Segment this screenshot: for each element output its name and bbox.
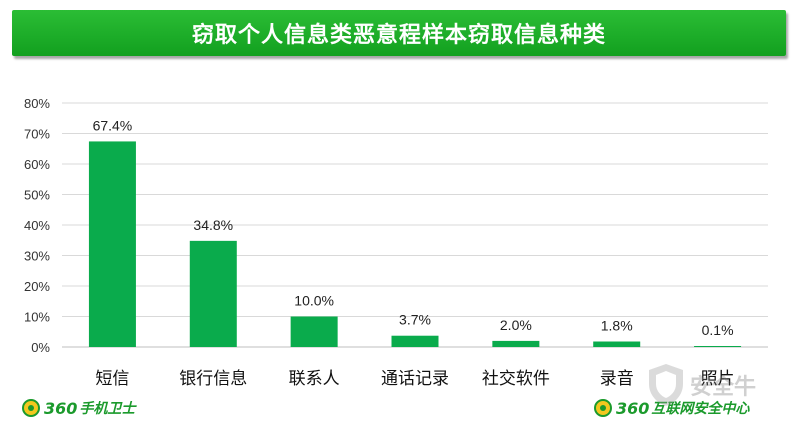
y-tick-label: 10% (24, 310, 50, 325)
data-label: 10.0% (294, 293, 334, 309)
y-tick-label: 60% (24, 157, 50, 172)
bar (189, 240, 237, 347)
bar (88, 141, 136, 347)
x-tick-label: 短信 (95, 369, 129, 389)
360-logo-icon (594, 399, 612, 417)
y-tick-label: 70% (24, 127, 50, 142)
360-logo-icon (22, 399, 40, 417)
watermark-text: 安全牛 (690, 375, 757, 400)
y-tick-label: 30% (24, 249, 50, 264)
bar (391, 335, 439, 347)
x-tick-label: 银行信息 (179, 369, 247, 389)
brand-name: 互联网安全中心 (651, 401, 750, 417)
grid-lines (62, 102, 768, 348)
x-tick-label: 录音 (600, 369, 634, 389)
brand-name: 手机卫士 (79, 401, 136, 417)
y-tick-label: 0% (31, 340, 50, 355)
x-tick-label: 通话记录 (381, 369, 449, 389)
bar (492, 340, 540, 347)
x-axis-ticks: 短信 银行信息 联系人 通话记录 社交软件 录音 照片 (95, 369, 734, 389)
data-label: 67.4% (93, 117, 133, 133)
data-label: 3.7% (399, 312, 431, 328)
y-tick-label: 40% (24, 218, 50, 233)
title-banner: 窃取个人信息类恶意程样本窃取信息种类 (12, 10, 786, 56)
value-labels: 67.4% 34.8% 10.0% 3.7% 2.0% 1.8% 0.1% (93, 117, 734, 338)
data-label: 2.0% (500, 317, 532, 333)
bar (593, 341, 641, 347)
bar (694, 346, 742, 347)
y-tick-label: 50% (24, 188, 50, 203)
shield-icon (649, 364, 683, 406)
data-label: 1.8% (601, 318, 633, 334)
x-tick-label: 照片 (701, 369, 735, 389)
brand-number: 360 (44, 398, 78, 418)
chart-title: 窃取个人信息类恶意程样本窃取信息种类 (191, 23, 606, 48)
y-tick-label: 20% (24, 279, 50, 294)
brand-number: 360 (616, 398, 650, 418)
watermark: 安全牛 (646, 362, 756, 408)
bar (290, 316, 338, 347)
brand-360-security-center: 360 互联网安全中心 (594, 398, 749, 418)
bars (88, 141, 742, 347)
x-tick-label: 联系人 (289, 369, 340, 389)
x-tick-label: 社交软件 (482, 369, 550, 389)
brand-360-mobile-guard: 360 手机卫士 (22, 398, 135, 418)
data-label: 34.8% (193, 217, 233, 233)
data-label: 0.1% (702, 322, 734, 338)
y-tick-label: 80% (24, 96, 50, 111)
y-axis-ticks: 0% 10% 20% 30% 40% 50% 60% 70% 80% (24, 96, 50, 355)
